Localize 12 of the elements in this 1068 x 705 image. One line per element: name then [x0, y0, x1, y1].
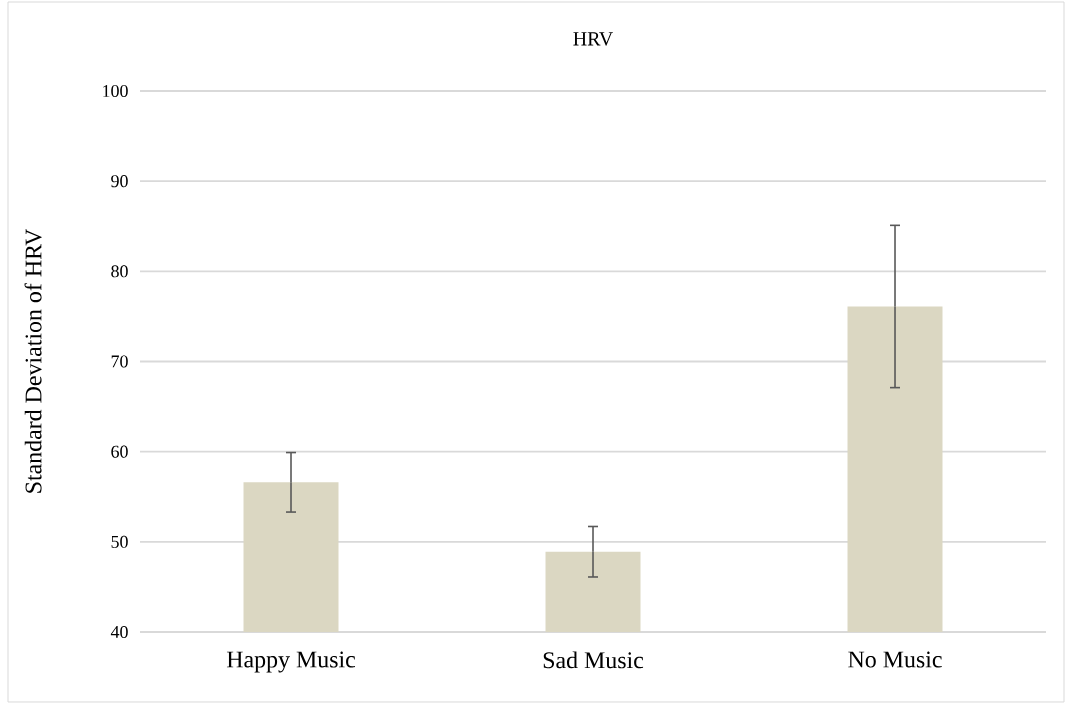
x-tick-label: Sad Music	[543, 651, 644, 669]
y-axis-title: Standard Deviation of HRV	[24, 228, 42, 493]
y-tick-label: 50	[111, 535, 128, 548]
y-tick-label: 80	[111, 265, 128, 278]
x-tick-label: No Music	[848, 651, 942, 668]
chart-title: HRV	[573, 32, 614, 46]
y-tick-label: 70	[111, 355, 128, 368]
y-tick-label: 100	[103, 84, 128, 98]
y-tick-label: 40	[110, 625, 128, 639]
x-tick-label: Happy Music	[226, 651, 356, 673]
y-tick-label: 60	[111, 445, 128, 458]
y-tick-label: 90	[111, 175, 128, 188]
